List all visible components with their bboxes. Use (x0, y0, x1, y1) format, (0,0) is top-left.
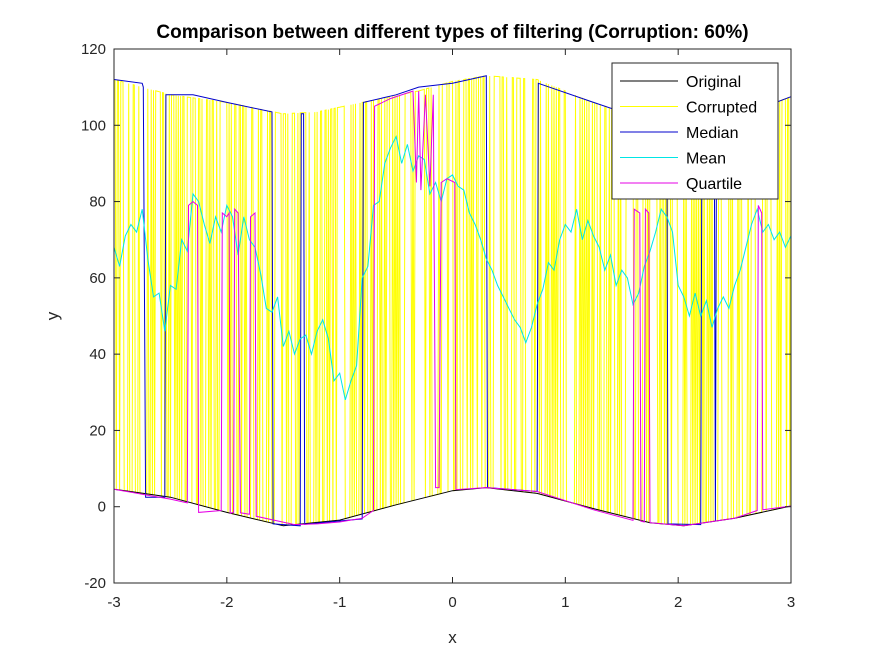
x-tick-label: -1 (333, 594, 346, 611)
x-axis-label: x (448, 628, 457, 647)
y-tick-label: 60 (89, 270, 106, 287)
series-line-median (113, 75, 792, 527)
ticks-layer: -3 -2 -1 0 1 2 3 -20 0 20 40 60 80 100 120 (81, 41, 795, 611)
y-tick-label: 40 (89, 346, 106, 363)
x-tick-label: 2 (674, 594, 682, 611)
x-tick-label: 0 (448, 594, 456, 611)
legend-label: Quartile (686, 176, 742, 193)
series-line-quartile (113, 90, 792, 527)
series-line-mean (113, 135, 792, 401)
chart-title: Comparison between different types of fi… (156, 22, 748, 43)
x-tick-label: -2 (220, 594, 233, 611)
legend-label: Median (686, 125, 738, 142)
legend-box (611, 62, 779, 200)
x-tick-label: 3 (787, 594, 795, 611)
x-tick-label: 1 (561, 594, 569, 611)
y-axis-label: y (43, 311, 62, 320)
y-tick-label: 0 (98, 499, 106, 516)
legend-label: Corrupted (686, 100, 757, 117)
y-tick-label: 20 (89, 422, 106, 439)
legend-label: Mean (686, 151, 726, 168)
x-tick-label: -3 (107, 594, 120, 611)
y-tick-label: -20 (84, 575, 106, 592)
y-tick-label: 120 (81, 41, 106, 58)
y-tick-label: 80 (89, 194, 106, 211)
legend: Original Corrupted Median Mean Quartile (611, 62, 779, 200)
y-tick-label: 100 (81, 117, 106, 134)
legend-label: Original (686, 74, 741, 91)
series-layer (113, 75, 792, 527)
